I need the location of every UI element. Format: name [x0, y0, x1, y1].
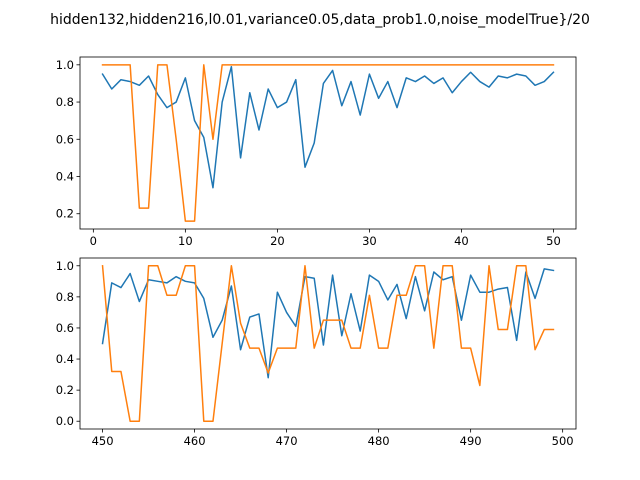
y-tick-label: 0.6	[56, 132, 74, 146]
figure-title: hidden132,hidden216,l0.01,variance0.05,d…	[50, 12, 590, 28]
subplot-2: 450 460 470 480 490 500 0.0 0.2 0.4 0.6 0.8 1.0	[56, 257, 577, 448]
y-tick-label: 1.0	[56, 58, 74, 72]
y-tick-label: 0.4	[56, 170, 74, 184]
x-tick-label: 470	[276, 434, 298, 448]
series-line-1	[101, 268, 555, 379]
x-tick-label: 0	[90, 234, 97, 248]
x-tick-label: 50	[546, 234, 561, 248]
x-tick-label: 460	[184, 434, 206, 448]
y-tick-label: 0.8	[56, 290, 74, 304]
y-tick-label: 0.0	[56, 414, 74, 428]
axes-frame	[79, 56, 577, 230]
x-tick-label: 490	[460, 434, 482, 448]
y-tick-label: 1.0	[56, 259, 74, 273]
series-line-1	[101, 65, 555, 189]
y-tick-label: 0.2	[56, 383, 74, 397]
x-tick-label: 500	[552, 434, 574, 448]
y-tick-label: 0.8	[56, 95, 74, 109]
y-tick-label: 0.6	[56, 321, 74, 335]
subplot-1: 0 10 20 30 40 50 0.2 0.4 0.6 0.8 1.0	[56, 56, 577, 248]
y-tick-label: 0.4	[56, 352, 74, 366]
series-line-2	[101, 64, 555, 222]
x-tick-label: 480	[368, 434, 390, 448]
x-tick-label: 30	[362, 234, 377, 248]
axes-frame	[79, 257, 577, 430]
x-tick-label: 10	[178, 234, 193, 248]
x-tick-label: 20	[270, 234, 285, 248]
y-tick-label: 0.2	[56, 207, 74, 221]
x-tick-label: 40	[454, 234, 469, 248]
x-tick-label: 450	[92, 434, 114, 448]
series-line-2	[101, 264, 555, 422]
